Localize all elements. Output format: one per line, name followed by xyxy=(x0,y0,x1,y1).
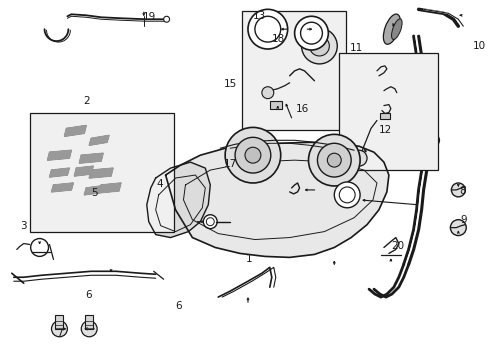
Text: 8: 8 xyxy=(459,186,465,196)
Circle shape xyxy=(294,16,327,50)
Polygon shape xyxy=(165,142,388,257)
Polygon shape xyxy=(49,168,69,177)
Circle shape xyxy=(334,182,359,208)
Text: 13: 13 xyxy=(252,11,265,21)
Bar xyxy=(339,53,438,170)
Circle shape xyxy=(450,183,464,197)
Text: 17: 17 xyxy=(223,159,236,169)
Polygon shape xyxy=(99,183,121,193)
Text: 3: 3 xyxy=(20,221,27,231)
Polygon shape xyxy=(74,166,93,176)
Polygon shape xyxy=(89,168,113,178)
Polygon shape xyxy=(64,125,86,136)
Polygon shape xyxy=(47,150,71,160)
Bar xyxy=(379,113,389,120)
Circle shape xyxy=(235,137,270,173)
Polygon shape xyxy=(84,186,101,195)
Circle shape xyxy=(301,28,337,64)
Bar xyxy=(85,315,93,329)
Polygon shape xyxy=(51,183,73,192)
Bar xyxy=(242,11,346,130)
Text: 16: 16 xyxy=(296,104,309,113)
Circle shape xyxy=(449,220,466,235)
Polygon shape xyxy=(146,162,210,238)
Bar xyxy=(269,100,281,109)
Polygon shape xyxy=(79,153,103,163)
Text: 2: 2 xyxy=(83,96,90,107)
Text: 6: 6 xyxy=(175,301,182,311)
Polygon shape xyxy=(89,135,109,145)
Text: 9: 9 xyxy=(460,215,466,225)
Text: 18: 18 xyxy=(271,34,285,44)
Ellipse shape xyxy=(383,14,400,44)
Text: 12: 12 xyxy=(378,125,391,135)
Circle shape xyxy=(350,150,366,166)
Circle shape xyxy=(317,143,350,177)
Text: 11: 11 xyxy=(349,43,362,53)
Circle shape xyxy=(224,127,280,183)
Circle shape xyxy=(326,153,341,167)
Text: 15: 15 xyxy=(223,78,236,89)
Text: 20: 20 xyxy=(390,241,403,251)
Circle shape xyxy=(163,16,169,22)
Text: 1: 1 xyxy=(245,253,252,264)
Bar xyxy=(55,315,63,329)
Text: 6: 6 xyxy=(85,290,91,300)
Text: 19: 19 xyxy=(143,13,156,22)
Circle shape xyxy=(244,147,260,163)
Circle shape xyxy=(309,36,328,56)
Text: 10: 10 xyxy=(472,41,486,51)
Circle shape xyxy=(51,321,67,337)
Text: 5: 5 xyxy=(91,188,97,198)
Ellipse shape xyxy=(391,19,401,40)
Circle shape xyxy=(247,9,287,49)
Circle shape xyxy=(427,134,439,146)
Text: 4: 4 xyxy=(156,179,163,189)
Bar xyxy=(30,113,173,231)
Circle shape xyxy=(31,239,48,256)
Circle shape xyxy=(308,134,359,186)
Circle shape xyxy=(262,87,273,99)
Text: 7: 7 xyxy=(56,329,62,339)
Text: 14: 14 xyxy=(320,158,333,168)
Circle shape xyxy=(81,321,97,337)
Circle shape xyxy=(203,215,217,229)
